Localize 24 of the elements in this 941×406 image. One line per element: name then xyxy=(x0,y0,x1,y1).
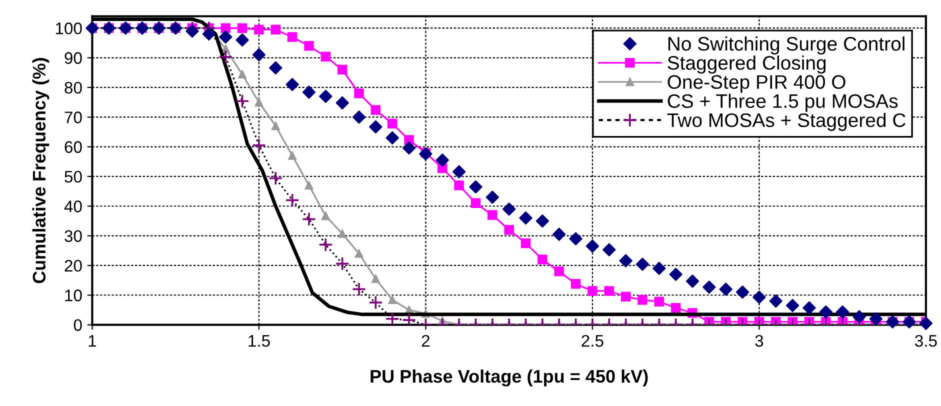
y-tick-label: 30 xyxy=(64,230,82,242)
y-tick-label: 60 xyxy=(64,141,82,153)
legend-label: Two MOSAs + Staggered C xyxy=(667,112,906,131)
legend-label: CS + Three 1.5 pu MOSAs xyxy=(668,94,898,112)
x-tick-label: 1.5 xyxy=(248,335,270,347)
y-axis-title: Cumulative Frequency (%) xyxy=(32,58,50,284)
y-tick-label: 10 xyxy=(65,290,82,302)
y-tick-label: 80 xyxy=(64,82,82,94)
y-tick-label: 50 xyxy=(64,170,82,183)
y-tick-label: 0 xyxy=(74,319,82,332)
x-tick-label: 3.5 xyxy=(914,334,937,347)
x-axis-title: PU Phase Voltage (1pu = 450 kV) xyxy=(370,370,648,386)
x-tick-label: 2.5 xyxy=(582,334,604,347)
x-tick-label: 3 xyxy=(755,334,764,347)
legend-label: One-Step PIR 400 O xyxy=(668,75,846,93)
y-tick-label: 70 xyxy=(64,112,82,124)
y-tick-label: 100 xyxy=(56,22,82,34)
y-tick-label: 40 xyxy=(64,200,82,212)
x-tick-label: 2 xyxy=(422,334,430,347)
y-tick-label: 90 xyxy=(64,52,82,64)
legend-label: Staggered Closing xyxy=(668,56,826,74)
x-tick-label: 1 xyxy=(88,335,96,347)
y-tick-label: 20 xyxy=(64,260,82,272)
legend-label: No Switching Surge Control xyxy=(668,36,904,55)
